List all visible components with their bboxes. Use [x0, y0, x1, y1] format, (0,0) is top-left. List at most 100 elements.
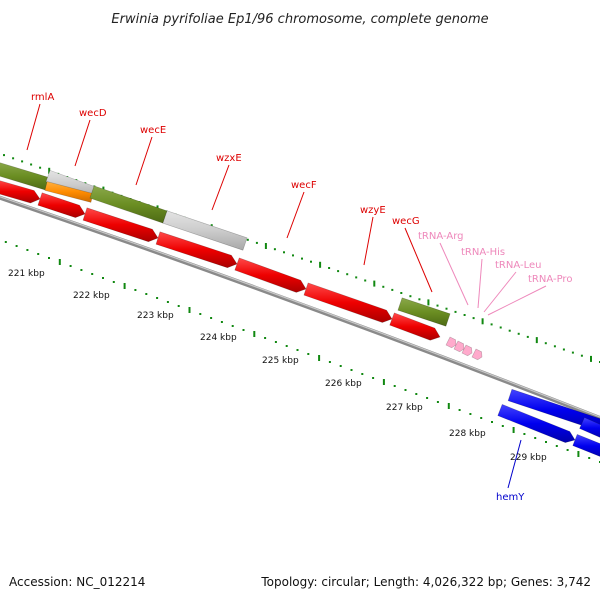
upper-rail-major-tick: [590, 355, 592, 362]
upper-rail-minor-tick: [346, 273, 349, 276]
lower-rail-major-tick: [188, 307, 191, 313]
lower-rail-minor-tick: [264, 337, 267, 339]
gene-red-arrow-3[interactable]: [82, 207, 159, 243]
gene-red-arrow-2[interactable]: [37, 192, 86, 218]
upper-rail-minor-tick: [255, 241, 258, 244]
lower-rail-minor-tick: [436, 401, 439, 403]
upper-rail-minor-tick: [246, 238, 249, 241]
gene-labels: rmlA wecD wecE wzxE wecF wzyE wecG tRNA-Arg tRNA…: [26, 92, 572, 503]
upper-rail-minor-tick: [409, 295, 412, 298]
upper-rail-minor-tick: [39, 166, 42, 169]
upper-rail-minor-tick: [391, 288, 394, 291]
lower-rail-minor-tick: [166, 301, 169, 303]
kbp-label: 228 kbp: [449, 429, 486, 439]
lower-rail-minor-tick: [480, 417, 483, 419]
leader-line-wecE: [135, 136, 153, 186]
kbp-scale: 221 kbp 222 kbp 223 kbp 224 kbp 225 kbp 226 k…: [8, 269, 547, 463]
upper-rail-major-tick: [535, 337, 538, 344]
backbone-line: [0, 195, 600, 421]
upper-rail-minor-tick: [364, 279, 367, 282]
upper-rail-major-tick: [373, 280, 376, 287]
lower-rail-minor-tick: [145, 293, 148, 295]
leader-line-wecG: [404, 227, 433, 293]
upper-rail-minor-tick: [301, 257, 303, 260]
lower-rail-minor-tick: [350, 369, 353, 371]
gene-blue-block-3[interactable]: [572, 434, 600, 457]
gene-label-tRNA-Leu[interactable]: tRNA-Leu: [495, 260, 541, 271]
upper-rail-minor-tick: [526, 335, 529, 338]
upper-rail-minor-tick: [12, 157, 15, 160]
leader-line-tRNA-Leu: [483, 271, 517, 313]
upper-rail-major-tick: [319, 261, 322, 268]
gene-label-tRNA-His[interactable]: tRNA-His: [461, 247, 505, 258]
gene-label-wecF[interactable]: wecF: [291, 180, 317, 191]
upper-rail-minor-tick: [283, 251, 285, 254]
gene-label-wecE[interactable]: wecE: [140, 125, 166, 136]
upper-rail-minor-tick: [436, 304, 439, 307]
leader-line-wzxE: [211, 164, 230, 211]
lower-rail-minor-tick: [80, 269, 83, 271]
leader-line-hemY: [507, 439, 522, 489]
gene-red-arrow-4[interactable]: [155, 231, 238, 269]
upper-rail-minor-tick: [463, 314, 466, 316]
leader-line-wecF: [286, 191, 305, 239]
gene-wecG-block[interactable]: [397, 297, 451, 327]
gene-label-wzyE[interactable]: wzyE: [360, 205, 386, 216]
kbp-label: 229 kbp: [510, 453, 547, 463]
lower-rail-minor-tick: [285, 345, 288, 347]
gene-red-arrow-6[interactable]: [303, 282, 393, 323]
lower-rail-minor-tick: [199, 313, 202, 315]
upper-rail-minor-tick: [580, 354, 583, 357]
backbone-highlight: [0, 196, 600, 418]
leader-line-wecD: [74, 119, 91, 167]
lower-rail-minor-tick: [134, 289, 137, 291]
trna-arrow-4[interactable]: [471, 348, 483, 361]
lower-rail-minor-tick: [415, 393, 418, 395]
trna-arrow-3[interactable]: [461, 344, 473, 357]
lower-rail-major-tick: [253, 331, 256, 337]
lower-rail-minor-tick: [15, 245, 18, 247]
kbp-label: 221 kbp: [8, 269, 45, 279]
upper-rail-minor-tick: [544, 342, 547, 345]
lower-rail-major-tick: [123, 283, 126, 289]
upper-rail-minor-tick: [400, 292, 403, 294]
lower-rail-minor-tick: [545, 441, 547, 443]
lower-rail-minor-tick: [339, 365, 342, 367]
gene-label-wzxE[interactable]: wzxE: [216, 153, 242, 164]
gene-wzxE-block[interactable]: [162, 210, 248, 251]
gene-red-arrow-7[interactable]: [389, 312, 441, 341]
upper-rail-minor-tick: [337, 270, 340, 273]
gene-label-tRNA-Arg[interactable]: tRNA-Arg: [418, 231, 463, 242]
kbp-label: 224 kbp: [200, 333, 237, 343]
gene-wecE-block[interactable]: [89, 185, 168, 224]
lower-rail-major-tick: [382, 379, 385, 385]
leader-line-tRNA-His: [477, 258, 483, 309]
backbone: [0, 195, 600, 421]
upper-rail-minor-tick: [418, 298, 421, 301]
gene-blue-arrow-1[interactable]: [497, 404, 576, 443]
lower-rail-minor-tick: [458, 409, 461, 411]
gene-label-wecD[interactable]: wecD: [79, 108, 107, 119]
gene-label-rmlA[interactable]: rmlA: [31, 92, 54, 103]
lower-rail-minor-tick: [404, 389, 407, 391]
lower-rail-minor-tick: [491, 421, 493, 423]
gene-red-arrow-5[interactable]: [234, 257, 307, 293]
lower-rail-minor-tick: [91, 273, 94, 275]
leader-line-tRNA-Arg: [439, 242, 469, 306]
kbp-label: 225 kbp: [262, 356, 299, 366]
trna-arrow-1[interactable]: [445, 336, 457, 349]
lower-rail-minor-tick: [566, 449, 569, 451]
gene-label-wecG[interactable]: wecG: [392, 216, 420, 227]
upper-rail-minor-tick: [508, 329, 511, 332]
trna-arrow-2[interactable]: [453, 340, 465, 353]
gene-label-hemY[interactable]: hemY: [496, 492, 525, 503]
gene-wecD-block[interactable]: [44, 181, 94, 203]
lower-rail-minor-tick: [469, 413, 472, 415]
lower-rail-minor-tick: [274, 341, 277, 343]
lower-rail-minor-tick: [523, 433, 526, 435]
gene-label-tRNA-Pro[interactable]: tRNA-Pro: [528, 274, 572, 285]
gene-red-arrow-1[interactable]: [0, 180, 41, 204]
upper-rail-minor-tick: [355, 276, 358, 279]
lower-rail-minor-tick: [372, 377, 375, 379]
upper-rail-minor-tick: [445, 307, 448, 310]
